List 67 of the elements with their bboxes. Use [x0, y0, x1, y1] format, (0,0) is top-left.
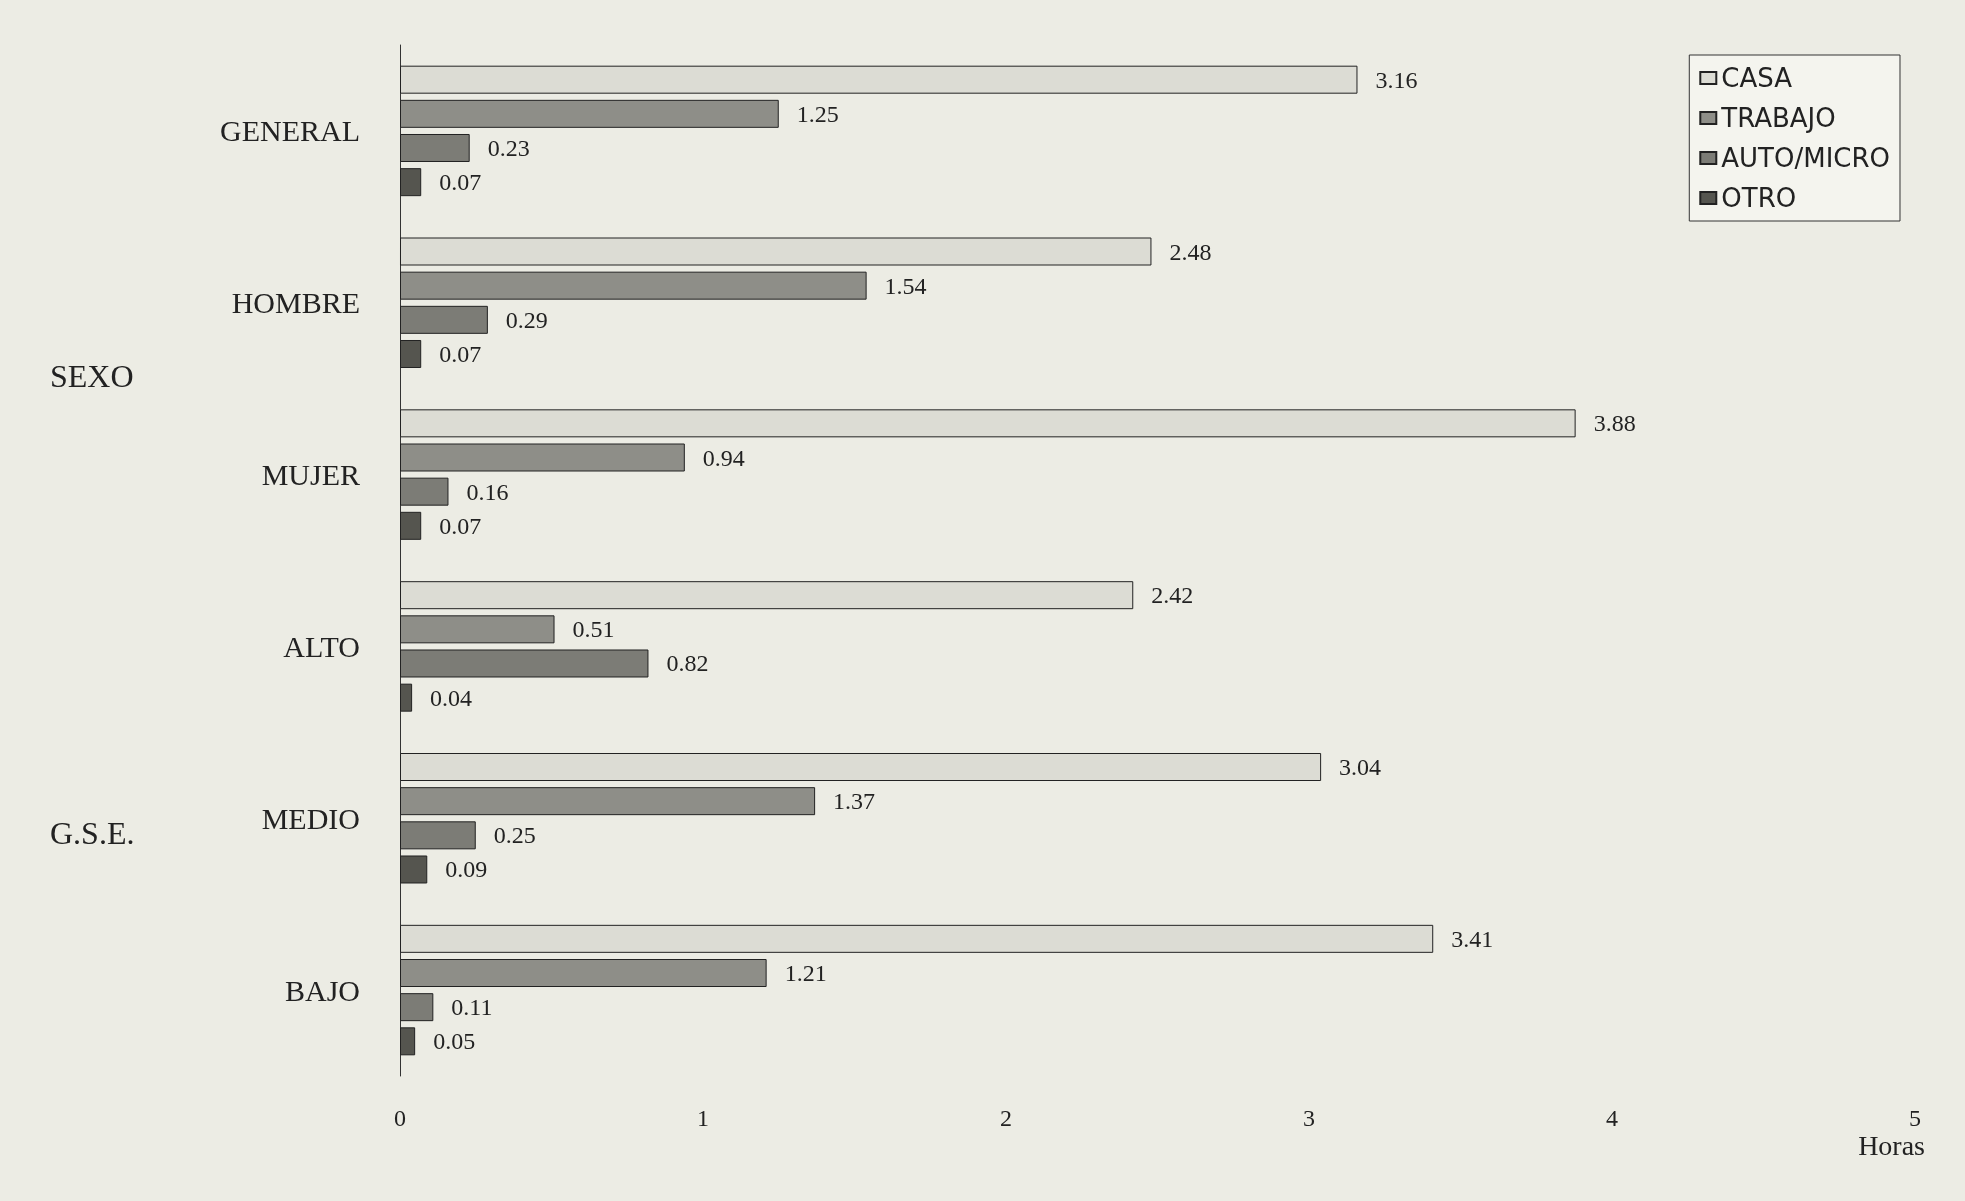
data-label: 0.29: [505, 306, 548, 333]
bar: [400, 615, 555, 644]
data-label: 0.09: [445, 856, 488, 883]
data-label: 3.04: [1339, 754, 1382, 781]
bar: [400, 271, 867, 300]
y-tick-label: BAJO: [284, 973, 360, 1007]
data-label: 3.88: [1593, 410, 1636, 437]
bar: [400, 787, 816, 816]
data-label: 1.54: [884, 272, 927, 299]
bar: [400, 649, 649, 678]
data-label: 0.05: [433, 1028, 476, 1055]
data-label: 2.42: [1151, 582, 1194, 609]
x-axis-title: Horas: [1858, 1129, 1925, 1161]
legend-label: TRABAJO: [1720, 103, 1836, 133]
data-label: 3.16: [1375, 66, 1418, 93]
data-label: 0.07: [439, 512, 482, 539]
data-label: 0.11: [451, 994, 493, 1021]
y-tick-label: HOMBRE: [231, 286, 360, 320]
bar: [400, 581, 1134, 610]
bar: [400, 1027, 416, 1056]
legend-label: AUTO/MICRO: [1721, 143, 1891, 173]
data-label: 0.07: [439, 169, 482, 196]
bar: [400, 753, 1322, 782]
x-tick-label: 0: [394, 1105, 406, 1131]
bar: [400, 443, 685, 472]
bar: [400, 821, 476, 850]
data-label: 0.16: [466, 478, 509, 505]
data-label: 0.23: [487, 135, 530, 161]
bar: [400, 409, 1576, 438]
bar: [400, 339, 422, 368]
bar: [400, 924, 1434, 953]
data-label: 0.94: [702, 444, 745, 471]
data-label: 1.37: [833, 788, 876, 815]
data-label: 0.07: [439, 340, 482, 367]
bar: [400, 305, 488, 334]
y-tick-label: GENERAL: [220, 114, 360, 148]
data-label: 2.48: [1169, 238, 1212, 265]
data-label: 1.21: [784, 960, 827, 986]
y-tick-label: MUJER: [261, 458, 360, 492]
x-tick-label: 2: [1000, 1105, 1012, 1131]
bar: [400, 65, 1358, 94]
data-label: 0.04: [430, 684, 473, 711]
legend-label: OTRO: [1721, 183, 1797, 213]
x-tick-label: 3: [1303, 1105, 1315, 1131]
bar: [400, 168, 422, 197]
x-tick-label: 1: [697, 1105, 709, 1131]
data-label: 3.41: [1451, 925, 1494, 952]
legend-label: CASA: [1721, 63, 1793, 93]
bar: [400, 993, 434, 1022]
data-label: 0.51: [572, 616, 615, 643]
y-tick-label: MEDIO: [261, 801, 360, 835]
text: SEXO: [50, 358, 134, 395]
y-tick-label: ALTO: [283, 629, 360, 663]
bar: [400, 511, 422, 540]
bar: [400, 134, 470, 162]
text: G.S.E.: [50, 814, 135, 851]
bar: [400, 237, 1152, 266]
bar: [400, 683, 413, 712]
bar: [400, 855, 428, 884]
bar: [400, 477, 449, 506]
x-tick-label: 5: [1909, 1105, 1921, 1131]
x-tick-label: 4: [1606, 1105, 1618, 1131]
data-label: 0.82: [666, 650, 709, 677]
data-label: 1.25: [796, 100, 839, 127]
data-label: 0.25: [493, 822, 536, 849]
bar: [400, 959, 767, 987]
bar: [400, 99, 779, 128]
